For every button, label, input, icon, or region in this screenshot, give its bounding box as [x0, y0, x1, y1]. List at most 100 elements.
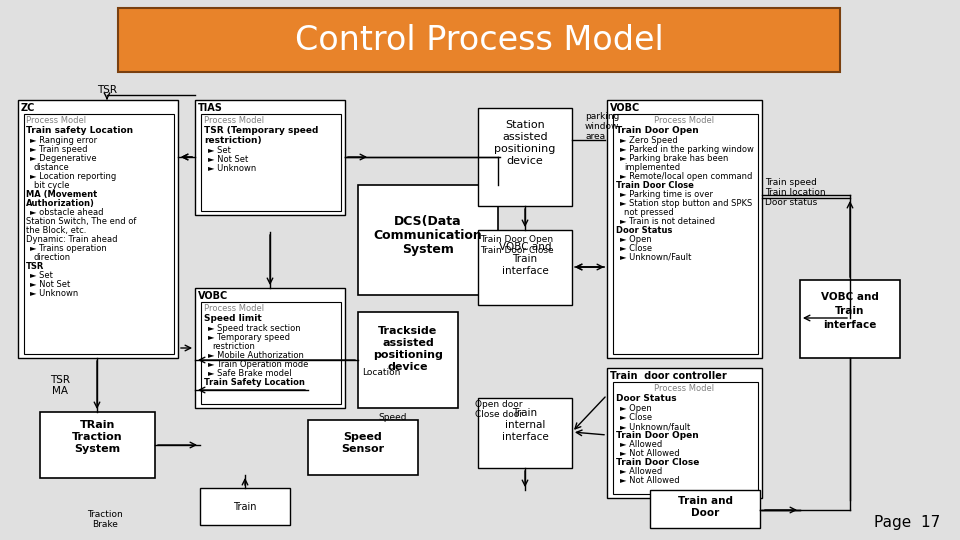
Text: Process Model: Process Model [204, 304, 264, 313]
Text: interface: interface [502, 266, 548, 276]
Text: Page  17: Page 17 [874, 515, 940, 530]
FancyBboxPatch shape [201, 302, 341, 404]
Text: Speed: Speed [344, 432, 382, 442]
Text: VOBC and: VOBC and [499, 242, 551, 252]
Text: TIAS: TIAS [198, 103, 223, 113]
Text: implemented: implemented [624, 163, 680, 172]
Text: Control Process Model: Control Process Model [295, 24, 663, 57]
Text: positioning: positioning [494, 144, 556, 154]
Text: restriction: restriction [212, 342, 254, 351]
Text: Train: Train [513, 408, 538, 418]
Text: Train speed: Train speed [765, 178, 817, 187]
Text: Door: Door [691, 508, 719, 518]
Text: ► Unknown/Fault: ► Unknown/Fault [620, 253, 691, 262]
Text: ► Close: ► Close [620, 413, 652, 422]
Text: ► Safe Brake model: ► Safe Brake model [208, 369, 292, 378]
Text: Train Door Open: Train Door Open [616, 126, 699, 135]
FancyBboxPatch shape [478, 108, 572, 206]
Text: Process Model: Process Model [655, 384, 714, 393]
Text: Authorization): Authorization) [26, 199, 95, 208]
FancyBboxPatch shape [613, 382, 758, 494]
Text: Train and: Train and [678, 496, 732, 506]
Text: TRain: TRain [80, 420, 115, 430]
FancyBboxPatch shape [613, 114, 758, 354]
Text: ► Not Set: ► Not Set [208, 155, 249, 164]
Text: bit cycle: bit cycle [34, 181, 69, 190]
Text: Train Door Close: Train Door Close [616, 458, 700, 467]
Text: window: window [585, 122, 619, 131]
FancyBboxPatch shape [607, 368, 762, 498]
FancyBboxPatch shape [24, 114, 174, 354]
Text: Location: Location [362, 368, 400, 377]
Text: Process Model: Process Model [655, 116, 714, 125]
FancyBboxPatch shape [800, 280, 900, 358]
Text: the Block, etc.: the Block, etc. [26, 226, 86, 235]
Text: Train Door Open: Train Door Open [480, 235, 553, 244]
Text: ZC: ZC [21, 103, 36, 113]
Text: ► Allowed: ► Allowed [620, 467, 662, 476]
Text: TSR (Temporary speed: TSR (Temporary speed [204, 126, 319, 135]
Text: DCS(Data: DCS(Data [395, 215, 462, 228]
FancyBboxPatch shape [358, 312, 458, 408]
Text: ► Open: ► Open [620, 235, 652, 244]
FancyBboxPatch shape [201, 114, 341, 211]
Text: Communication: Communication [373, 229, 482, 242]
Text: Brake: Brake [92, 520, 118, 529]
Text: area: area [585, 132, 605, 141]
Text: ► Not Set: ► Not Set [30, 280, 70, 289]
Text: VOBC: VOBC [610, 103, 640, 113]
Text: ► Train Operation mode: ► Train Operation mode [208, 360, 308, 369]
Text: Train: Train [513, 254, 538, 264]
Text: ► Set: ► Set [30, 271, 53, 280]
Text: interface: interface [502, 432, 548, 442]
Text: Trackside: Trackside [378, 326, 438, 336]
Text: Train: Train [835, 306, 865, 316]
Text: Station: Station [505, 120, 545, 130]
Text: ► Not Allowed: ► Not Allowed [620, 476, 680, 485]
Text: Traction: Traction [72, 432, 123, 442]
Text: VOBC and: VOBC and [821, 292, 879, 302]
Text: device: device [388, 362, 428, 372]
Text: ► Temporary speed: ► Temporary speed [208, 333, 290, 342]
Text: Train Door Open: Train Door Open [616, 431, 699, 440]
FancyBboxPatch shape [195, 100, 345, 215]
Text: MA (Movement: MA (Movement [26, 190, 97, 199]
Text: Process Model: Process Model [204, 116, 264, 125]
Text: Train Door Close: Train Door Close [616, 181, 694, 190]
FancyBboxPatch shape [478, 230, 572, 305]
Text: ► Parked in the parking window: ► Parked in the parking window [620, 145, 754, 154]
FancyBboxPatch shape [40, 412, 155, 478]
Text: assisted: assisted [382, 338, 434, 348]
Text: Door status: Door status [765, 198, 817, 207]
Text: Train  door controller: Train door controller [610, 371, 727, 381]
Text: Speed limit: Speed limit [204, 314, 262, 323]
Text: Close door: Close door [475, 410, 523, 419]
Text: TSR: TSR [50, 375, 70, 385]
Text: TSR: TSR [97, 85, 117, 95]
FancyBboxPatch shape [195, 288, 345, 408]
Text: not pressed: not pressed [624, 208, 674, 217]
FancyBboxPatch shape [18, 100, 178, 358]
Text: VOBC: VOBC [198, 291, 228, 301]
Text: Train location: Train location [765, 188, 826, 197]
Text: ► Speed track section: ► Speed track section [208, 324, 300, 333]
Text: Door Status: Door Status [616, 226, 672, 235]
Text: System: System [402, 243, 454, 256]
Text: ► Train speed: ► Train speed [30, 145, 87, 154]
Text: Dynamic: Train ahead: Dynamic: Train ahead [26, 235, 117, 244]
Text: ► Location reporting: ► Location reporting [30, 172, 116, 181]
Text: ► Not Allowed: ► Not Allowed [620, 449, 680, 458]
Text: ► Set: ► Set [208, 146, 230, 155]
Text: ► Close: ► Close [620, 244, 652, 253]
Text: ► Station stop button and SPKS: ► Station stop button and SPKS [620, 199, 753, 208]
FancyBboxPatch shape [308, 420, 418, 475]
Text: distance: distance [34, 163, 70, 172]
Text: ► Allowed: ► Allowed [620, 440, 662, 449]
Text: TSR: TSR [26, 262, 44, 271]
Text: Train: Train [233, 503, 256, 512]
Text: MA: MA [52, 386, 68, 396]
FancyBboxPatch shape [650, 490, 760, 528]
Text: Process Model: Process Model [26, 116, 86, 125]
Text: internal: internal [505, 420, 545, 430]
Text: Door Status: Door Status [616, 394, 677, 403]
